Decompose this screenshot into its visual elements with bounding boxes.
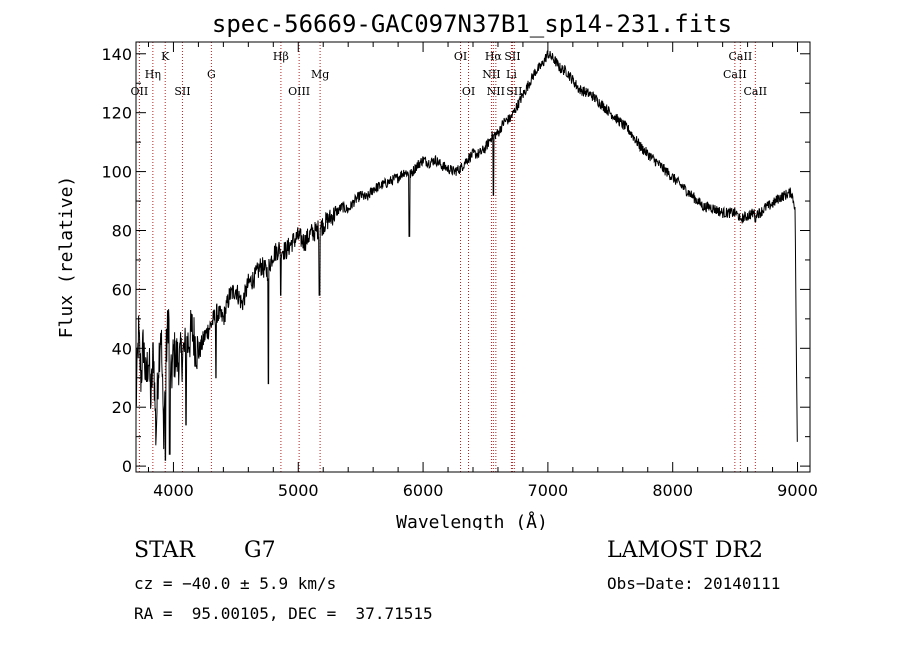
line-label: G [207, 68, 216, 81]
tick-labels: 4000 5000 6000 7000 8000 9000 0 20 40 60 80 100 120 1… [101, 45, 817, 500]
line-label: OI [454, 50, 467, 63]
line-markers [138, 42, 756, 472]
x-tick-label: 8000 [652, 481, 693, 500]
line-label: SII [506, 85, 522, 98]
line-label: NII [482, 68, 500, 81]
line-label: Hα [485, 50, 503, 63]
y-tick-label: 40 [112, 339, 132, 358]
spectrum-chart: spec-56669-GAC097N37B1_sp14-231.fits 400… [56, 10, 818, 530]
y-tick-label: 140 [101, 45, 132, 64]
line-label: SII [504, 50, 520, 63]
line-label: OII [131, 85, 149, 98]
y-tick-label: 100 [101, 163, 132, 182]
object-class: STAR [134, 538, 195, 563]
y-tick-label: 120 [101, 104, 132, 123]
line-label: Mg [311, 68, 329, 81]
plot-frame [135, 41, 811, 473]
line-labels: OIIHηKSIIGHβOIIIMgOIOIHαNIINIISIILiSIICa… [131, 50, 768, 98]
line-label: CaII [743, 85, 767, 98]
chart-title: spec-56669-GAC097N37B1_sp14-231.fits [212, 10, 732, 38]
line-label: OIII [288, 85, 310, 98]
line-label: Li [506, 68, 517, 81]
x-axis-label: Wavelength (Å) [396, 511, 548, 530]
line-label: CaII [723, 68, 747, 81]
line-label: Hβ [273, 50, 289, 63]
y-tick-label: 20 [112, 398, 132, 417]
line-label: NII [487, 85, 505, 98]
x-tick-label: 9000 [777, 481, 818, 500]
line-label: OI [462, 85, 475, 98]
redshift-info: cz = −40.0 ± 5.9 km/s [134, 574, 337, 593]
line-label: SII [174, 85, 190, 98]
x-tick-label: 4000 [153, 481, 194, 500]
object-subclass: G7 [244, 538, 276, 563]
x-tick-label: 5000 [278, 481, 319, 500]
line-label: K [161, 50, 170, 63]
line-label: Hη [145, 68, 161, 81]
x-tick-label: 7000 [528, 481, 569, 500]
coordinates: RA = 95.00105, DEC = 37.71515 [134, 604, 433, 623]
axis-ticks [136, 42, 810, 472]
y-axis-label: Flux (relative) [56, 176, 77, 339]
line-label: CaII [729, 50, 753, 63]
x-tick-label: 6000 [403, 481, 444, 500]
obs-date: Obs−Date: 20140111 [607, 574, 781, 593]
survey-label: LAMOST DR2 [607, 538, 763, 563]
spectrum-line [135, 50, 798, 461]
y-tick-label: 60 [112, 280, 132, 299]
y-tick-label: 80 [112, 221, 132, 240]
y-tick-label: 0 [122, 457, 132, 476]
